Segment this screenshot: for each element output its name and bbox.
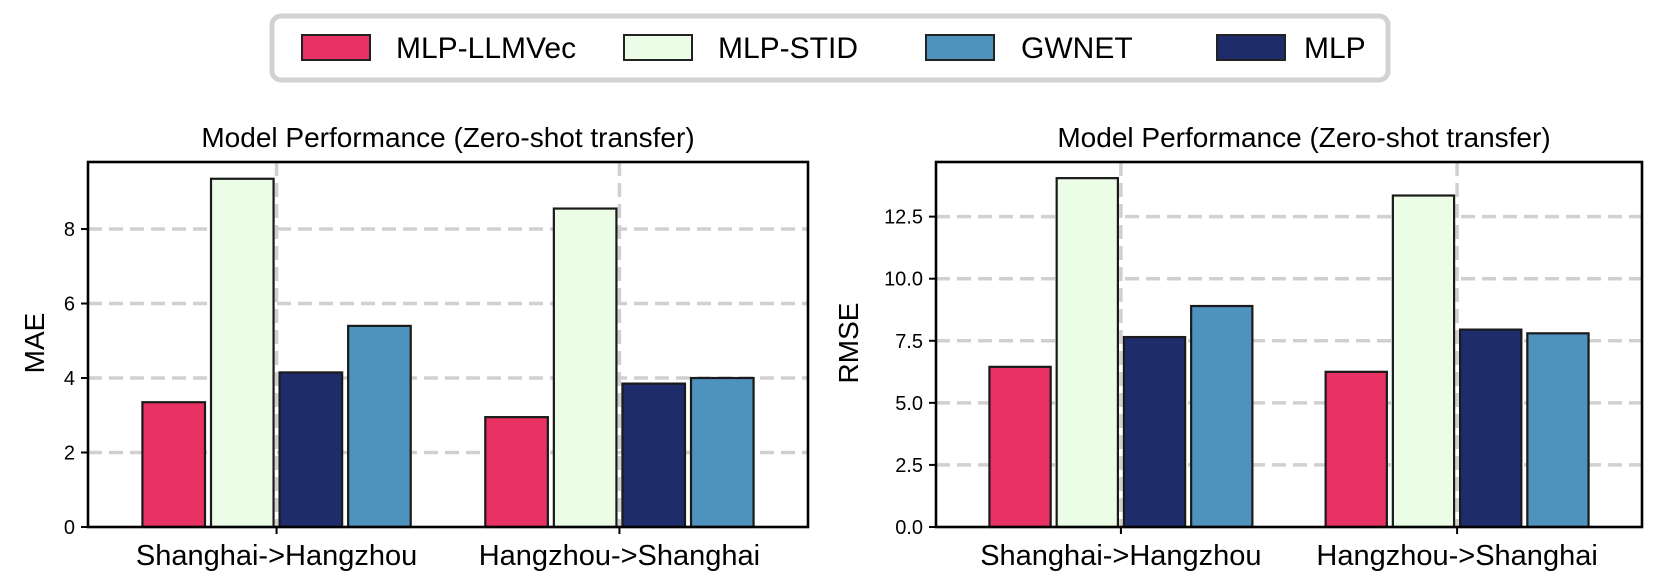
y-tick-label: 8: [64, 219, 75, 241]
axes-frame: [934, 160, 1644, 529]
x-tick-label: Hangzhou->Shanghai: [1316, 540, 1597, 572]
y-tick-label: 0: [64, 517, 75, 539]
bar-gwnet: [689, 376, 755, 529]
legend-swatch: [301, 34, 371, 61]
chart-title: Model Performance (Zero-shot transfer): [201, 122, 694, 153]
bar-mlp-llmvec: [1324, 370, 1388, 529]
chart-mae: Model Performance (Zero-shot transfer) M…: [19, 122, 810, 572]
bar-mlp: [278, 371, 344, 529]
y-tick-label: 7.5: [895, 331, 923, 353]
y-tick-label: 6: [64, 294, 75, 316]
bar-mlp-llmvec: [484, 416, 549, 529]
bar-gwnet: [1190, 304, 1254, 529]
x-tick-label: Shanghai->Hangzhou: [980, 540, 1261, 572]
y-tick-label: 4: [64, 368, 75, 390]
legend-entry-mlp-stid: MLP-STID: [623, 32, 858, 65]
bar-mlp-stid: [552, 207, 618, 529]
legend-label: GWNET: [1021, 32, 1133, 65]
bar-mlp: [621, 382, 687, 529]
legend-label: MLP-LLMVec: [396, 32, 576, 65]
plot-area: 0 2 4 6 8 Shanghai->Hangzhou Hangzhou->Shangha…: [64, 160, 810, 572]
y-tick-label: 2.5: [895, 455, 923, 477]
bar-mlp-llmvec: [988, 365, 1052, 529]
legend-label: MLP: [1304, 32, 1366, 65]
y-tick-label: 10.0: [884, 269, 923, 291]
bar-gwnet: [1526, 332, 1590, 529]
chart-rmse: Model Performance (Zero-shot transfer) R…: [833, 122, 1644, 572]
y-tick-label: 2: [64, 443, 75, 465]
x-tick-label: Hangzhou->Shanghai: [479, 540, 760, 572]
x-tick-label: Shanghai->Hangzhou: [136, 540, 417, 572]
y-axis-label: RMSE: [833, 303, 864, 384]
y-tick-label: 12.5: [884, 207, 923, 229]
legend-entry-mlp: MLP: [1216, 32, 1366, 65]
bar-mlp-stid: [1391, 194, 1456, 529]
bar-gwnet: [347, 324, 412, 529]
legend-swatch: [925, 34, 995, 61]
legend-label: MLP-STID: [718, 32, 858, 65]
legend-swatch: [623, 34, 693, 61]
bar-mlp: [1122, 335, 1187, 529]
y-tick-label: 5.0: [895, 393, 923, 415]
legend-swatch: [1216, 34, 1286, 61]
y-tick-label: 0.0: [895, 517, 923, 539]
legend-entry-gwnet: GWNET: [925, 32, 1133, 65]
axes-frame: [86, 160, 810, 529]
legend: MLP-LLMVec MLP-STID GWNET MLP: [269, 13, 1391, 83]
y-axis-label: MAE: [19, 313, 50, 374]
bar-mlp-stid: [1055, 177, 1120, 529]
legend-frame: [269, 13, 1391, 83]
bar-mlp-stid: [209, 177, 275, 529]
plot-area: 0.0 2.5 5.0 7.5 10.0 12.5 Shanghai->Hangzhou Ha…: [884, 160, 1644, 572]
legend-entry-mlp-llmvec: MLP-LLMVec: [301, 32, 576, 65]
bar-mlp-llmvec: [141, 401, 207, 529]
chart-title: Model Performance (Zero-shot transfer): [1057, 122, 1550, 153]
bar-mlp: [1458, 328, 1523, 529]
